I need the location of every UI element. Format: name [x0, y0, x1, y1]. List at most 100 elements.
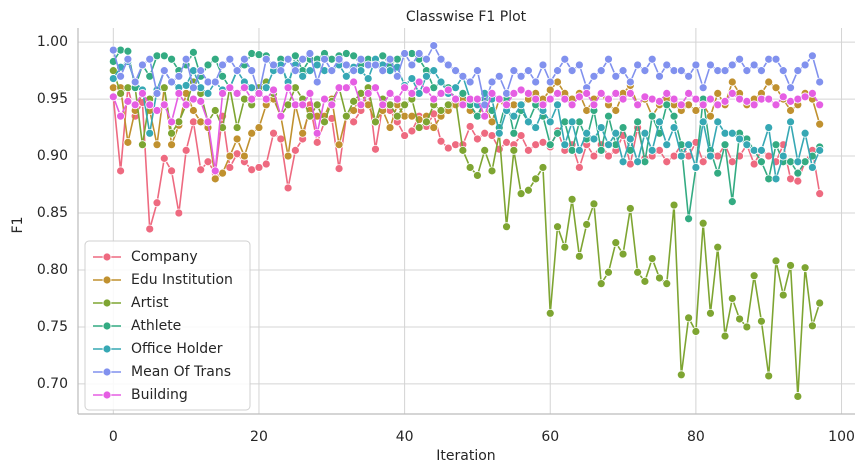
- point: [691, 163, 701, 172]
- point: [757, 145, 766, 155]
- point: [473, 111, 482, 121]
- point: [742, 140, 752, 150]
- point: [589, 151, 599, 161]
- point: [800, 263, 810, 273]
- point: [778, 151, 788, 161]
- point: [181, 145, 191, 155]
- point: [771, 83, 781, 93]
- point: [691, 106, 701, 115]
- point: [327, 100, 337, 110]
- point: [727, 88, 737, 98]
- point: [123, 54, 133, 64]
- point: [625, 134, 635, 144]
- legend-marker: [102, 367, 112, 377]
- point: [640, 66, 650, 76]
- point: [218, 168, 227, 178]
- point: [247, 66, 257, 76]
- point: [604, 54, 613, 64]
- point: [480, 111, 490, 121]
- point: [414, 77, 424, 87]
- point: [473, 171, 482, 180]
- point: [290, 66, 300, 76]
- point: [298, 100, 308, 110]
- point: [247, 49, 257, 58]
- point: [290, 83, 300, 93]
- point: [130, 100, 140, 110]
- point: [269, 60, 278, 70]
- legend-label: Building: [131, 387, 188, 403]
- point: [713, 88, 723, 98]
- point: [167, 166, 176, 176]
- point: [349, 66, 359, 76]
- point: [276, 66, 286, 76]
- point: [735, 314, 744, 324]
- point: [400, 49, 410, 58]
- point: [757, 157, 766, 167]
- point: [341, 60, 351, 70]
- point: [771, 140, 781, 150]
- point: [385, 54, 395, 64]
- point: [764, 174, 774, 184]
- point: [189, 83, 198, 93]
- point: [662, 279, 672, 289]
- point: [210, 54, 220, 64]
- point: [196, 165, 206, 175]
- point: [167, 54, 176, 64]
- point: [640, 128, 650, 138]
- point: [720, 96, 730, 106]
- point: [473, 94, 482, 104]
- point: [451, 140, 460, 150]
- point: [356, 66, 366, 76]
- point: [196, 66, 206, 76]
- point: [502, 88, 511, 98]
- point: [458, 71, 468, 81]
- point: [727, 294, 737, 303]
- point: [174, 88, 184, 98]
- point: [545, 140, 555, 150]
- point: [392, 94, 402, 104]
- point: [341, 71, 351, 81]
- point: [786, 83, 795, 93]
- point: [283, 100, 293, 110]
- point: [611, 238, 621, 248]
- point: [487, 131, 497, 140]
- point: [385, 100, 395, 110]
- point: [290, 51, 300, 61]
- legend-label: Mean Of Trans: [131, 364, 231, 380]
- point: [815, 119, 825, 129]
- point: [509, 111, 519, 121]
- point: [531, 174, 541, 184]
- point: [341, 49, 351, 58]
- point: [269, 128, 278, 138]
- point: [152, 140, 162, 150]
- y-tick-label: 0.80: [37, 262, 68, 278]
- point: [436, 77, 446, 87]
- point: [509, 128, 519, 138]
- point: [334, 140, 344, 150]
- point: [647, 254, 657, 263]
- point: [363, 74, 373, 83]
- point: [312, 60, 322, 70]
- point: [574, 60, 584, 70]
- point: [516, 100, 526, 110]
- point: [334, 54, 344, 64]
- point: [655, 273, 664, 283]
- point: [771, 174, 781, 184]
- point: [436, 54, 446, 64]
- point: [283, 151, 293, 161]
- point: [123, 96, 133, 106]
- legend-marker: [102, 344, 112, 354]
- point: [778, 92, 788, 102]
- point: [640, 92, 650, 102]
- point: [684, 88, 694, 98]
- point: [341, 83, 351, 93]
- point: [807, 51, 817, 61]
- point: [123, 46, 133, 56]
- point: [523, 185, 533, 195]
- point: [815, 77, 825, 87]
- point: [757, 94, 766, 104]
- point: [553, 88, 562, 98]
- point: [152, 106, 162, 115]
- point: [312, 137, 322, 147]
